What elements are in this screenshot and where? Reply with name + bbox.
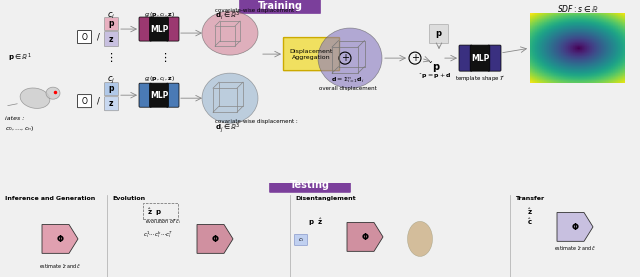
- Polygon shape: [557, 212, 593, 241]
- FancyBboxPatch shape: [294, 234, 307, 245]
- Text: $\mathbf{p}$: $\mathbf{p}$: [108, 84, 115, 95]
- Text: $\mathbf{z}$: $\mathbf{z}$: [108, 99, 115, 108]
- FancyBboxPatch shape: [269, 177, 351, 192]
- Text: MLP: MLP: [471, 54, 489, 63]
- FancyBboxPatch shape: [284, 38, 339, 71]
- Text: Disentanglement: Disentanglement: [295, 196, 356, 201]
- Text: covariate-wise displacement :: covariate-wise displacement :: [215, 7, 298, 12]
- FancyBboxPatch shape: [77, 30, 92, 43]
- Ellipse shape: [318, 28, 382, 88]
- Text: covariate-wise displacement :: covariate-wise displacement :: [215, 119, 298, 124]
- Ellipse shape: [20, 88, 50, 108]
- Text: /: /: [97, 97, 99, 106]
- FancyBboxPatch shape: [104, 17, 118, 30]
- Ellipse shape: [202, 73, 258, 123]
- Text: estimate $\hat{z}$ and $\hat{c}$: estimate $\hat{z}$ and $\hat{c}$: [554, 245, 596, 253]
- Text: $g_j(\mathbf{p}, c_j, \mathbf{z})$: $g_j(\mathbf{p}, c_j, \mathbf{z})$: [143, 75, 175, 85]
- Text: Displacement
Aggregation: Displacement Aggregation: [289, 49, 333, 60]
- FancyBboxPatch shape: [139, 83, 152, 107]
- Text: $\mathbf{\Phi}$: $\mathbf{\Phi}$: [211, 234, 220, 244]
- FancyBboxPatch shape: [470, 45, 490, 71]
- Text: $\hat{\mathbf{z}}$  $\mathbf{p}$: $\hat{\mathbf{z}}$ $\mathbf{p}$: [147, 206, 163, 217]
- FancyBboxPatch shape: [104, 83, 118, 96]
- Bar: [143, 203, 178, 219]
- Text: $\mathbf{d} = \Sigma_{i=1}^{n}\mathbf{d}_i$: $\mathbf{d} = \Sigma_{i=1}^{n}\mathbf{d}…: [332, 75, 365, 85]
- Text: $\mathbf{d}_i \in \mathbb{R}^3$: $\mathbf{d}_i \in \mathbb{R}^3$: [215, 10, 241, 22]
- FancyBboxPatch shape: [150, 17, 168, 41]
- FancyBboxPatch shape: [429, 25, 449, 43]
- Text: $c_i$: $c_i$: [298, 236, 304, 244]
- FancyBboxPatch shape: [166, 17, 179, 41]
- Text: $\mathbf{d}_j \in \mathbb{R}^3$: $\mathbf{d}_j \in \mathbb{R}^3$: [215, 121, 241, 135]
- Text: Evolution: Evolution: [112, 196, 145, 201]
- Text: estimate $\hat{z}$ and $\hat{c}$: estimate $\hat{z}$ and $\hat{c}$: [39, 263, 81, 271]
- Text: $c_i$: $c_i$: [107, 11, 115, 21]
- FancyBboxPatch shape: [77, 95, 92, 108]
- Text: O: O: [81, 33, 88, 42]
- FancyBboxPatch shape: [139, 17, 152, 41]
- Text: template shape $\mathcal{T}$: template shape $\mathcal{T}$: [454, 73, 506, 83]
- Ellipse shape: [46, 87, 60, 99]
- Text: $c_0, \ldots, c_n)$: $c_0, \ldots, c_n)$: [5, 124, 34, 133]
- FancyBboxPatch shape: [104, 32, 118, 47]
- FancyBboxPatch shape: [239, 0, 321, 14]
- Text: $\hat{\mathbf{z}}$: $\hat{\mathbf{z}}$: [527, 207, 533, 217]
- Text: $\mathbf{\Phi}$: $\mathbf{\Phi}$: [361, 231, 369, 242]
- Text: iates :: iates :: [5, 116, 24, 121]
- Text: $\mathbf{p}$: $\mathbf{p}$: [108, 19, 115, 30]
- Text: $g_i(\mathbf{p}, c_i, \mathbf{z})$: $g_i(\mathbf{p}, c_i, \mathbf{z})$: [143, 9, 175, 19]
- Text: $\mathbf{\Phi}$: $\mathbf{\Phi}$: [56, 234, 64, 244]
- Text: overall displacement: overall displacement: [319, 86, 377, 91]
- Text: $\mathbf{p}$: $\mathbf{p}$: [435, 29, 443, 40]
- Polygon shape: [42, 224, 78, 253]
- FancyBboxPatch shape: [488, 45, 501, 71]
- Text: +: +: [341, 53, 349, 63]
- Text: /: /: [97, 33, 99, 42]
- Text: Transfer: Transfer: [515, 196, 544, 201]
- Text: evolution of $c_i$: evolution of $c_i$: [145, 217, 181, 226]
- Text: O: O: [81, 97, 88, 106]
- Text: Inference and Generation: Inference and Generation: [5, 196, 95, 201]
- FancyBboxPatch shape: [150, 83, 168, 107]
- Text: $\mathbf{\Phi}$: $\mathbf{\Phi}$: [571, 221, 579, 232]
- Text: Training: Training: [257, 1, 303, 11]
- Text: $c_i^1 \cdots c_i^k \cdots c_i^T$: $c_i^1 \cdots c_i^k \cdots c_i^T$: [143, 230, 173, 240]
- Text: $c_j$: $c_j$: [107, 75, 115, 86]
- Text: MLP: MLP: [150, 25, 168, 34]
- Text: $\mathbf{p}$  $\hat{\mathbf{z}}$: $\mathbf{p}$ $\hat{\mathbf{z}}$: [308, 216, 324, 228]
- Polygon shape: [197, 224, 233, 253]
- Text: $\mathbf{z}$: $\mathbf{z}$: [108, 35, 115, 43]
- Text: ⋮: ⋮: [106, 53, 116, 63]
- Text: Testing: Testing: [290, 180, 330, 190]
- Ellipse shape: [202, 11, 258, 55]
- FancyBboxPatch shape: [459, 45, 472, 71]
- Text: +: +: [411, 53, 419, 63]
- FancyBboxPatch shape: [166, 83, 179, 107]
- FancyBboxPatch shape: [104, 97, 118, 111]
- Ellipse shape: [408, 221, 433, 257]
- Text: $\hat{\mathbf{c}}$: $\hat{\mathbf{c}}$: [527, 217, 533, 227]
- Text: $\check{\mathbf{p}}$: $\check{\mathbf{p}}$: [429, 59, 442, 74]
- Polygon shape: [347, 222, 383, 251]
- Text: MLP: MLP: [150, 91, 168, 100]
- Text: $SDF: s \in \mathbb{R}$: $SDF: s \in \mathbb{R}$: [557, 2, 599, 14]
- Text: $\mathbf{p} \in \mathbb{R}^1$: $\mathbf{p} \in \mathbb{R}^1$: [8, 52, 32, 64]
- Text: ⋮: ⋮: [159, 53, 171, 63]
- Text: $\check{\mathbf{p}} = \mathbf{p} + \mathbf{d}$: $\check{\mathbf{p}} = \mathbf{p} + \math…: [419, 71, 451, 80]
